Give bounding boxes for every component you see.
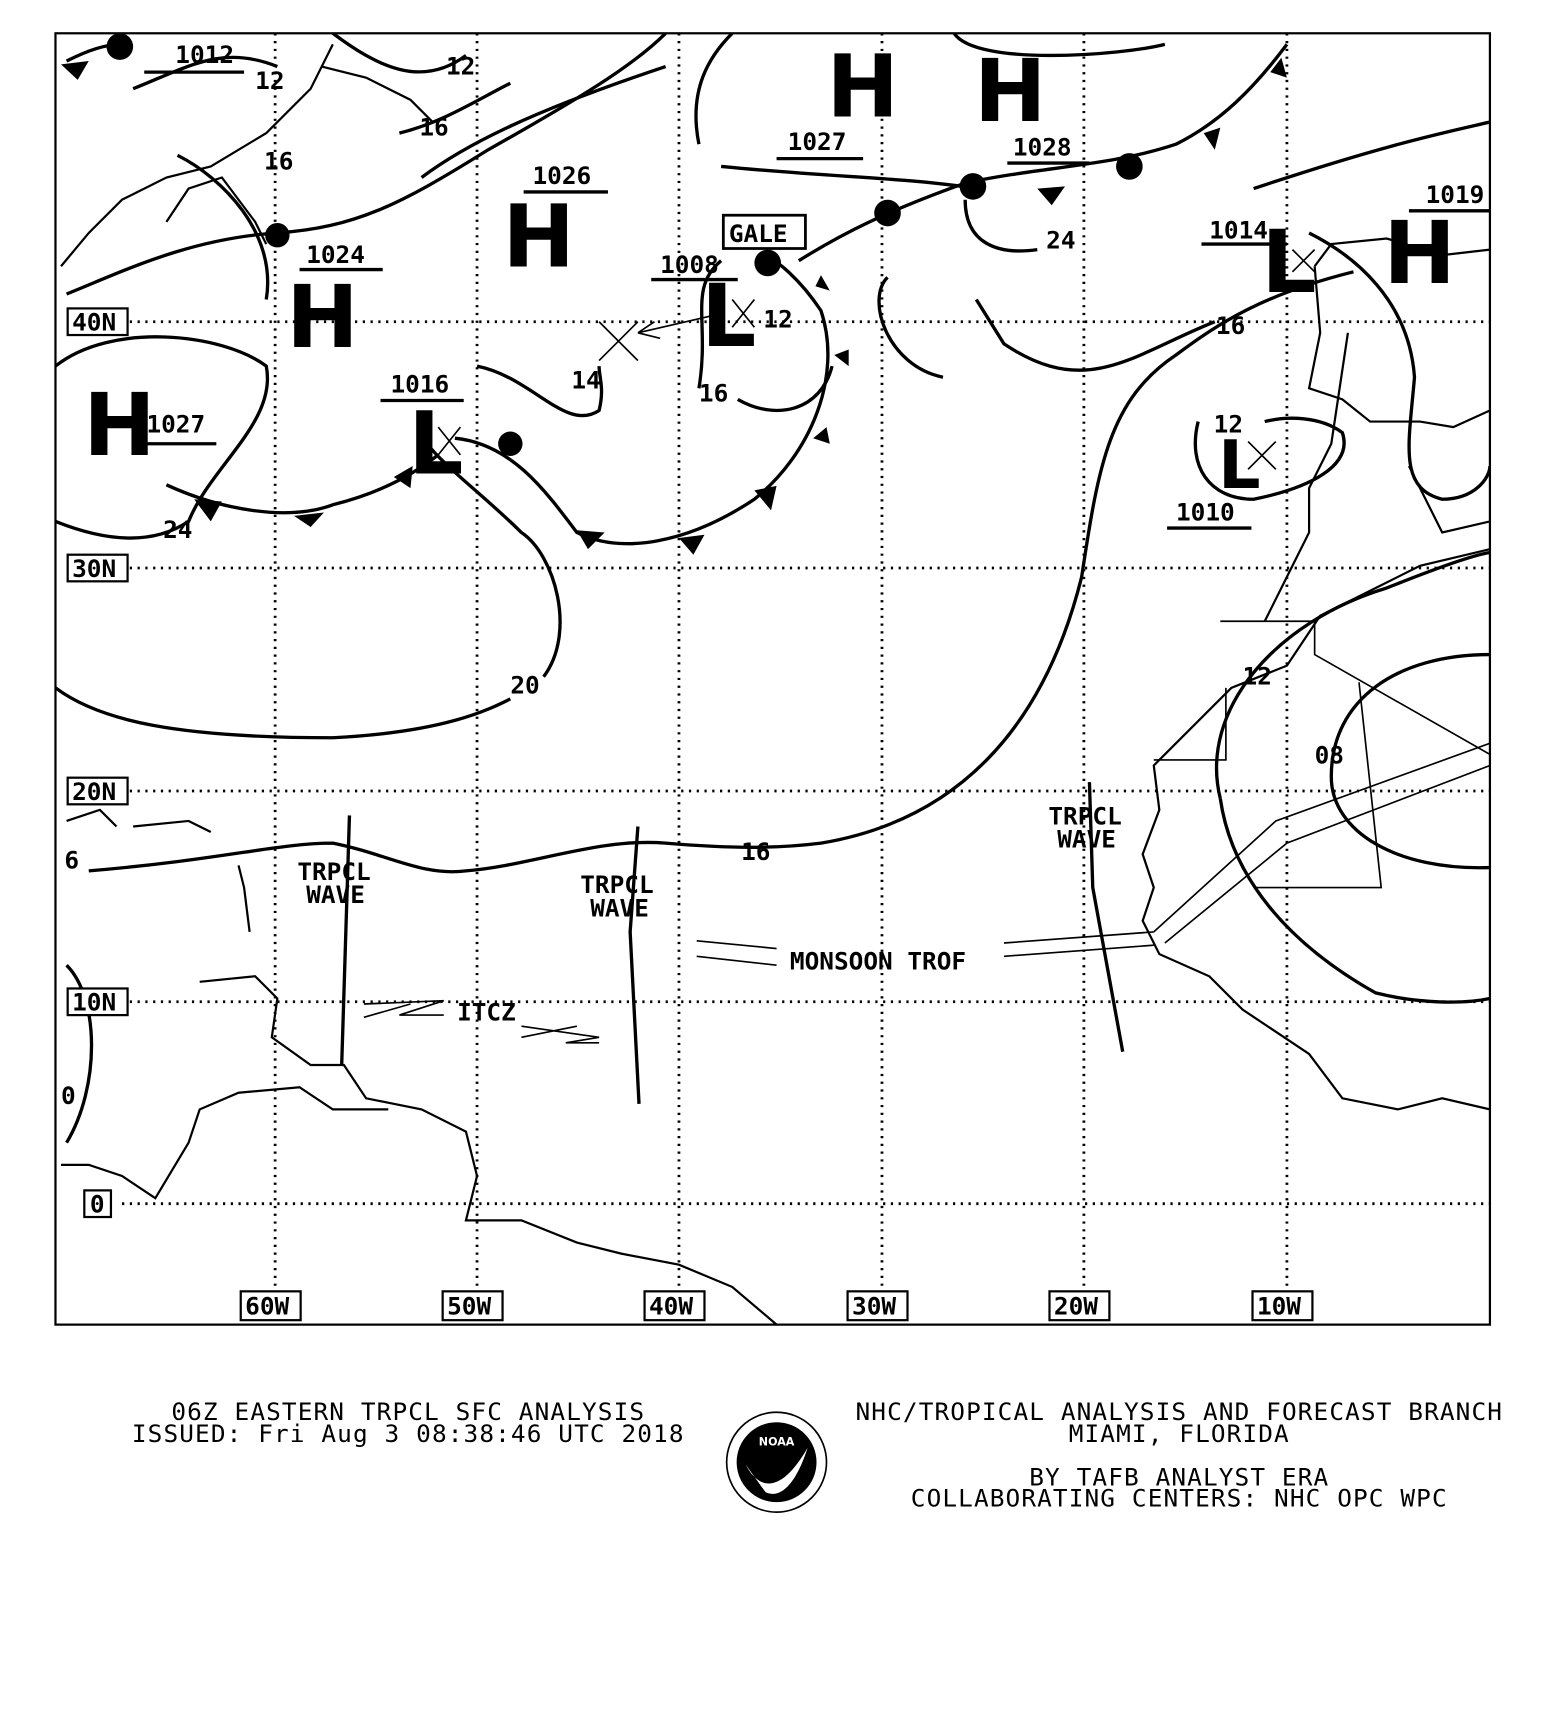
lat-lon-grid: [122, 33, 1490, 1293]
pressure-value: 1024: [306, 240, 365, 269]
tropical-wave-line: [628, 826, 641, 1104]
pressure-value: 1027: [146, 410, 205, 439]
lat-label: 0: [90, 1190, 105, 1219]
high-center: H: [974, 42, 1046, 142]
gale-warning-box: [721, 213, 807, 250]
pressure-value: 1026: [533, 161, 592, 190]
pressure-value: 1027: [788, 127, 847, 156]
longitude-labels: 60W 50W 40W 30W 20W 10W: [239, 1290, 1314, 1322]
isobar-label: 12: [1243, 661, 1272, 690]
isobar-label: 16: [419, 112, 448, 141]
isobar-label: 16: [699, 379, 728, 408]
low-center: L: [408, 395, 463, 495]
map-frame: [54, 32, 1492, 1326]
isobar-label: 08: [1315, 740, 1344, 769]
tropical-wave-label: TRPCL: [297, 857, 370, 886]
lon-label: 20W: [1054, 1292, 1098, 1321]
high-center: H: [827, 37, 899, 137]
lat-label: 30N: [72, 554, 116, 583]
tropical-features: [340, 782, 1154, 1104]
tropical-wave-label: TRPCL: [1048, 801, 1121, 830]
high-center: H: [1383, 204, 1455, 304]
tropical-wave-label: WAVE: [590, 893, 649, 922]
isobars: [55, 33, 1490, 1144]
isobar-labels: 12 12 16 16 24 20 14 16 12 24 16 12 12 0…: [61, 51, 1344, 1110]
lon-label: 60W: [245, 1292, 289, 1321]
pressure-value: 1012: [175, 40, 234, 69]
isobar-label: 0: [61, 1081, 76, 1110]
footer: 06Z EASTERN TRPCL SFC ANALYSIS ISSUED: F…: [132, 1397, 1504, 1513]
low-center: L: [1261, 213, 1316, 313]
feature-labels: TRPCL WAVE TRPCL WAVE TRPCL WAVE MONSOON…: [297, 801, 1122, 1026]
tropical-wave-line: [340, 815, 352, 1066]
low-center: L: [701, 267, 756, 367]
lon-label: 10W: [1257, 1292, 1301, 1321]
isobar-label: 14: [571, 365, 600, 394]
pressure-value: 1016: [391, 370, 450, 399]
product-title: 06Z EASTERN TRPCL SFC ANALYSIS: [171, 1397, 645, 1426]
issued-time: ISSUED: Fri Aug 3 08:38:46 UTC 2018: [132, 1419, 685, 1448]
collaborating-centers: COLLABORATING CENTERS: NHC OPC WPC: [911, 1484, 1448, 1513]
isobar-label: 16: [741, 837, 770, 866]
isobar-label: 12: [1214, 410, 1243, 439]
lat-label: 20N: [72, 777, 116, 806]
isobar-label: 20: [510, 670, 539, 699]
fronts: [61, 33, 1289, 555]
high-center: H: [83, 376, 155, 476]
coastlines: [60, 43, 1490, 1325]
isobar-label: 24: [1046, 226, 1075, 255]
isobar-label: 12: [763, 304, 792, 333]
location: MIAMI, FLORIDA: [1069, 1419, 1290, 1448]
high-center: H: [286, 268, 358, 368]
isobar-label: 6: [64, 846, 79, 875]
isobar-label: 12: [446, 51, 475, 80]
pressure-value: 1028: [1013, 132, 1072, 161]
analyst: BY TAFB ANALYST ERA: [1029, 1462, 1329, 1491]
noaa-logo-text: NOAA: [759, 1436, 795, 1449]
low-center: L: [1218, 426, 1260, 504]
monsoon-trough-label: MONSOON TROF: [790, 947, 966, 976]
pressure-value: 1010: [1176, 497, 1235, 526]
lon-label: 40W: [649, 1292, 693, 1321]
tropical-wave-line: [1087, 782, 1125, 1053]
lat-label: 10N: [72, 988, 116, 1017]
tropical-wave-label: WAVE: [306, 880, 365, 909]
gale-label: GALE: [729, 219, 788, 248]
lat-label: 40N: [72, 308, 116, 337]
branch-name: NHC/TROPICAL ANALYSIS AND FORECAST BRANC…: [856, 1397, 1504, 1426]
isobar-label: 16: [1216, 311, 1245, 340]
pressure-value: 1019: [1426, 180, 1485, 209]
pressure-centers: H 1027 H 1024 H 1026 L 1016 L 1008 H 102…: [83, 37, 1484, 526]
isobar-label: 12: [255, 66, 284, 95]
pressure-value: 1008: [660, 250, 719, 279]
lon-label: 30W: [852, 1292, 896, 1321]
tropical-wave-label: TRPCL: [580, 870, 653, 899]
high-center: H: [503, 187, 575, 287]
pressure-value: 1014: [1209, 216, 1268, 245]
latitude-labels: 40N 30N 20N 10N 0: [66, 307, 129, 1219]
isobar-label: 16: [264, 147, 293, 176]
noaa-logo: NOAA: [725, 1411, 828, 1513]
itcz-label: ITCZ: [457, 998, 516, 1027]
isobar-label: 24: [163, 515, 192, 544]
tropical-wave-label: WAVE: [1057, 825, 1116, 854]
lon-label: 50W: [447, 1292, 491, 1321]
